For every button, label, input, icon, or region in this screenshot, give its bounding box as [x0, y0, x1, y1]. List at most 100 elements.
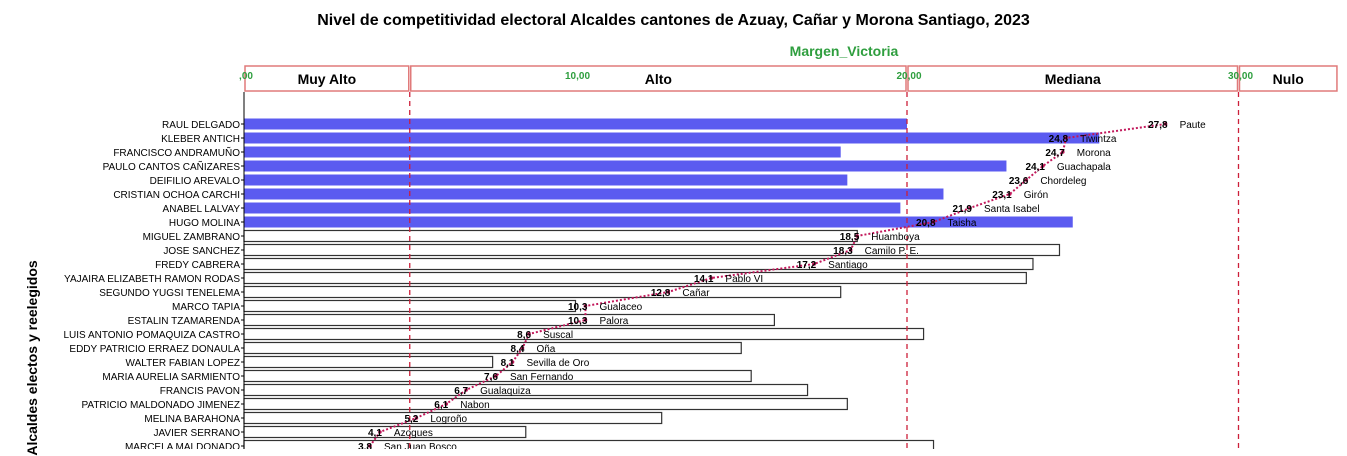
bar: [244, 160, 1007, 172]
data-point: [709, 276, 714, 280]
data-point: [855, 234, 860, 238]
point-value-label: 23,1: [992, 190, 1012, 201]
bar: [243, 313, 776, 327]
data-point: [848, 248, 853, 252]
canton-label: Gualaceo: [599, 302, 642, 313]
category-label: FRANCISCO ANDRAMUÑO: [113, 146, 240, 159]
data-point: [666, 290, 671, 294]
data-point: [583, 304, 588, 308]
point-value-label: 20,8: [916, 218, 936, 229]
data-point: [1064, 136, 1068, 140]
point-value-label: 12,8: [651, 288, 671, 299]
trend-line: [369, 123, 1166, 447]
bar: [243, 271, 1027, 285]
point-value-label: 8,1: [501, 358, 515, 369]
category-label: LUIS ANTONIO POMAQUIZA CASTRO: [63, 330, 240, 341]
bar: [243, 285, 842, 299]
data-point: [968, 206, 972, 210]
category-label: RAUL DELGADO: [162, 120, 240, 131]
bar: [243, 341, 742, 355]
data-point: [1024, 178, 1029, 182]
data-point: [931, 220, 936, 224]
chart-title: Nivel de competitividad electoral Alcald…: [317, 12, 1030, 29]
category-label: EDDY PATRICIO ERRAEZ DONAULA: [69, 344, 240, 355]
point-value-label: 21,9: [953, 204, 973, 215]
point-value-label: 14,1: [694, 274, 714, 285]
category-label: FREDY CABRERA: [155, 260, 240, 271]
canton-label: Morona: [1077, 148, 1111, 159]
point-value-label: 24,7: [1045, 148, 1065, 159]
data-point: [510, 360, 515, 364]
data-point: [378, 430, 382, 434]
category-label: JOSE SANCHEZ: [163, 246, 240, 257]
data-point: [812, 262, 816, 266]
canton-label: Huamboya: [871, 232, 920, 243]
point-value-label: 6,7: [454, 386, 468, 397]
bar: [244, 118, 907, 130]
category-label: HUGO MOLINA: [169, 218, 240, 229]
bar: [243, 439, 935, 449]
category-label: FRANCIS PAVON: [160, 386, 240, 397]
bar: [243, 327, 925, 341]
category-label: PATRICIO MALDONADO JIMENEZ: [81, 400, 240, 411]
canton-label: Girón: [1024, 190, 1048, 201]
band-header-layer: Muy Alto Alto Mediana Nulo ,00 10,00 20,00 30,0…: [239, 65, 1338, 92]
point-value-label: 8,4: [511, 344, 525, 355]
point-value-label: 8,6: [517, 330, 531, 341]
canton-label: Chordeleg: [1040, 176, 1086, 187]
canton-label: Taisha: [948, 218, 977, 229]
canton-label: Azogues: [394, 428, 433, 439]
canton-label: Sevilla de Oro: [527, 358, 590, 369]
bar: [243, 425, 527, 439]
category-label: PAULO CANTOS CAÑIZARES: [103, 160, 241, 173]
point-value-label: 10,3: [568, 302, 588, 313]
point-value-label: 23,6: [1009, 176, 1029, 187]
category-label: MARCO TAPIA: [172, 302, 240, 313]
bar: [243, 257, 1034, 271]
data-point: [1061, 150, 1065, 154]
point-value-label: 3,8: [358, 442, 372, 449]
category-label: ANABEL LALVAY: [163, 204, 241, 215]
canton-label: Pablo VI: [725, 274, 763, 285]
point-value-label: 27,8: [1148, 120, 1168, 131]
category-label: MARIA AURELIA SARMIENTO: [102, 372, 240, 383]
canton-label: Nabon: [460, 400, 489, 411]
category-label: MELINA BARAHONA: [144, 414, 240, 425]
bar: [243, 229, 858, 243]
data-point: [1163, 122, 1168, 126]
data-point: [583, 318, 588, 322]
band-label: Mediana: [1045, 71, 1101, 87]
band-box: [244, 65, 410, 92]
canton-label: Cañar: [682, 288, 710, 299]
data-point: [1007, 192, 1012, 196]
category-label: MARCELA MALDONADO: [125, 442, 240, 449]
band-box: [907, 65, 1239, 92]
band-label: Muy Alto: [298, 71, 357, 87]
canton-label: San Fernando: [510, 372, 574, 383]
bars-layer: [243, 118, 1100, 449]
category-label: MIGUEL ZAMBRANO: [143, 232, 241, 243]
point-value-label: 24,8: [1049, 134, 1069, 145]
canton-label: Guachapala: [1057, 162, 1111, 173]
point-value-label: 24,1: [1025, 162, 1045, 173]
data-point: [527, 332, 531, 336]
x-axis-title: Margen_Victoria: [789, 43, 899, 59]
data-point: [414, 416, 419, 420]
point-value-label: 4,1: [368, 428, 382, 439]
band-box: [1238, 65, 1338, 92]
x-tick-label: 20,00: [896, 71, 921, 82]
point-value-label: 7,6: [484, 372, 498, 383]
band-label: Alto: [645, 71, 672, 87]
canton-label: Paute: [1180, 120, 1207, 131]
canton-label: Logroño: [430, 414, 467, 425]
bar: [243, 243, 1061, 257]
trend-layer: [368, 122, 1168, 448]
reference-lines-layer: [241, 92, 1240, 449]
point-value-label: 18,3: [833, 246, 853, 257]
data-point: [494, 374, 498, 378]
data-point: [520, 346, 525, 350]
x-tick-label: ,00: [239, 71, 253, 82]
data-point: [1041, 164, 1045, 168]
x-tick-label: 30,00: [1228, 71, 1253, 82]
